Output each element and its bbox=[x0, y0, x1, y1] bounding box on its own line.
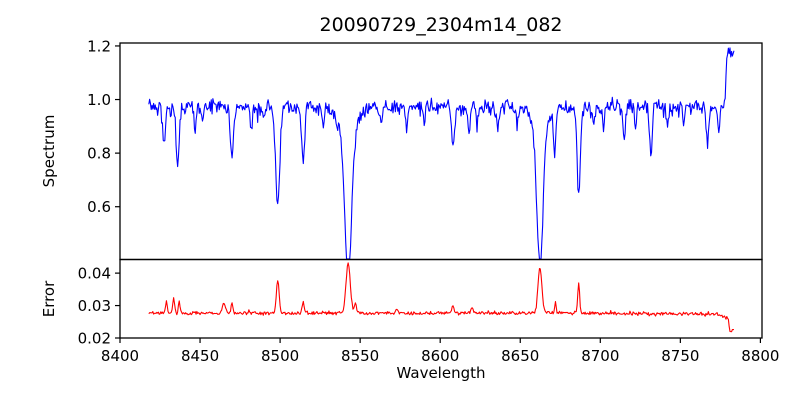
error-line bbox=[148, 262, 734, 333]
x-tick-label: 8700 bbox=[581, 347, 619, 365]
x-tick-label: 8500 bbox=[261, 347, 299, 365]
x-tick-label: 8600 bbox=[421, 347, 459, 365]
plot-content: 8400 8450 8500 8550 8600 8650 8700 8750 8800 0.6 0… bbox=[78, 37, 780, 365]
error-y-axis-label: Error bbox=[40, 280, 58, 317]
spectrum-y-tick-label: 1.0 bbox=[87, 91, 111, 109]
error-y-tick-label: 0.04 bbox=[78, 265, 111, 283]
spectrum-axes-border bbox=[119, 42, 763, 261]
spectrum-y-axis-label: Spectrum bbox=[40, 115, 58, 188]
x-tick-label: 8550 bbox=[341, 347, 379, 365]
error-y-tick-label: 0.02 bbox=[78, 330, 111, 348]
x-tick-label: 8650 bbox=[501, 347, 539, 365]
spectrum-y-tick-label: 0.6 bbox=[87, 198, 111, 216]
error-y-tick-label: 0.03 bbox=[78, 297, 111, 315]
spectrum-y-tick-label: 1.2 bbox=[87, 37, 111, 55]
x-axis-label: Wavelength bbox=[397, 364, 486, 382]
x-tick-label: 8450 bbox=[181, 347, 219, 365]
x-tick-label: 8800 bbox=[741, 347, 779, 365]
error-axes-border bbox=[119, 258, 763, 339]
x-tick-label: 8750 bbox=[661, 347, 699, 365]
spectrum-line bbox=[148, 47, 735, 260]
x-tick-label: 8400 bbox=[101, 347, 139, 365]
spectrum-y-tick-label: 0.8 bbox=[87, 145, 111, 163]
chart-title: 20090729_2304m14_082 bbox=[319, 14, 562, 36]
